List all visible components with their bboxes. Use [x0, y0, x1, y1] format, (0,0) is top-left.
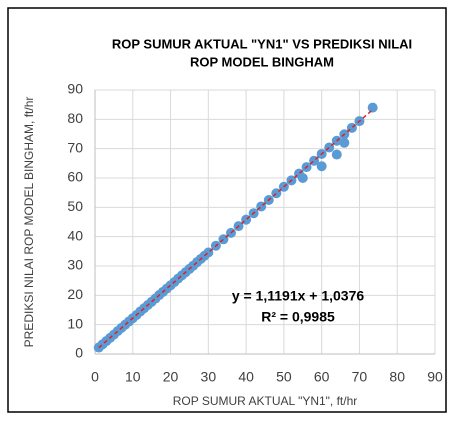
x-tick-label: 30	[201, 369, 217, 385]
x-tick-label: 20	[163, 369, 179, 385]
chart-border	[7, 7, 447, 413]
y-tick-label: 60	[67, 169, 83, 185]
x-tick-label: 0	[91, 369, 99, 385]
x-tick-label: 70	[352, 369, 368, 385]
point	[367, 102, 378, 113]
y-tick-label: 90	[67, 81, 83, 97]
y-tick-label: 0	[75, 345, 83, 361]
y-tick-label: 70	[67, 139, 83, 155]
x-tick-label: 10	[125, 369, 141, 385]
x-tick-label: 60	[314, 369, 330, 385]
chart-title: ROP SUMUR AKTUAL "YN1" VS PREDIKSI NILAI	[112, 36, 412, 51]
y-tick-label: 80	[67, 110, 83, 126]
r-squared: R² = 0,9985	[261, 309, 335, 325]
point	[297, 173, 308, 183]
y-tick-label: 10	[67, 315, 83, 331]
y-axis-label: PREDIKSI NILAI ROP MODEL BINGHAM, ft/hr	[22, 97, 36, 348]
x-tick-label: 90	[427, 369, 443, 385]
x-axis-label: ROP SUMUR AKTUAL "YN1", ft/hr	[173, 394, 358, 408]
point	[331, 149, 342, 160]
y-tick-label: 40	[67, 227, 83, 243]
x-tick-label: 50	[276, 369, 292, 385]
equation: y = 1,1191x + 1,0376	[232, 288, 365, 304]
point	[316, 161, 327, 172]
x-tick-label: 40	[238, 369, 254, 385]
point	[339, 137, 350, 148]
chart-title: ROP MODEL BINGHAM	[190, 54, 334, 69]
y-tick-label: 50	[67, 198, 83, 214]
trendline	[98, 109, 374, 349]
y-tick-label: 20	[67, 286, 83, 302]
x-tick-label: 80	[389, 369, 405, 385]
y-tick-label: 30	[67, 257, 83, 273]
